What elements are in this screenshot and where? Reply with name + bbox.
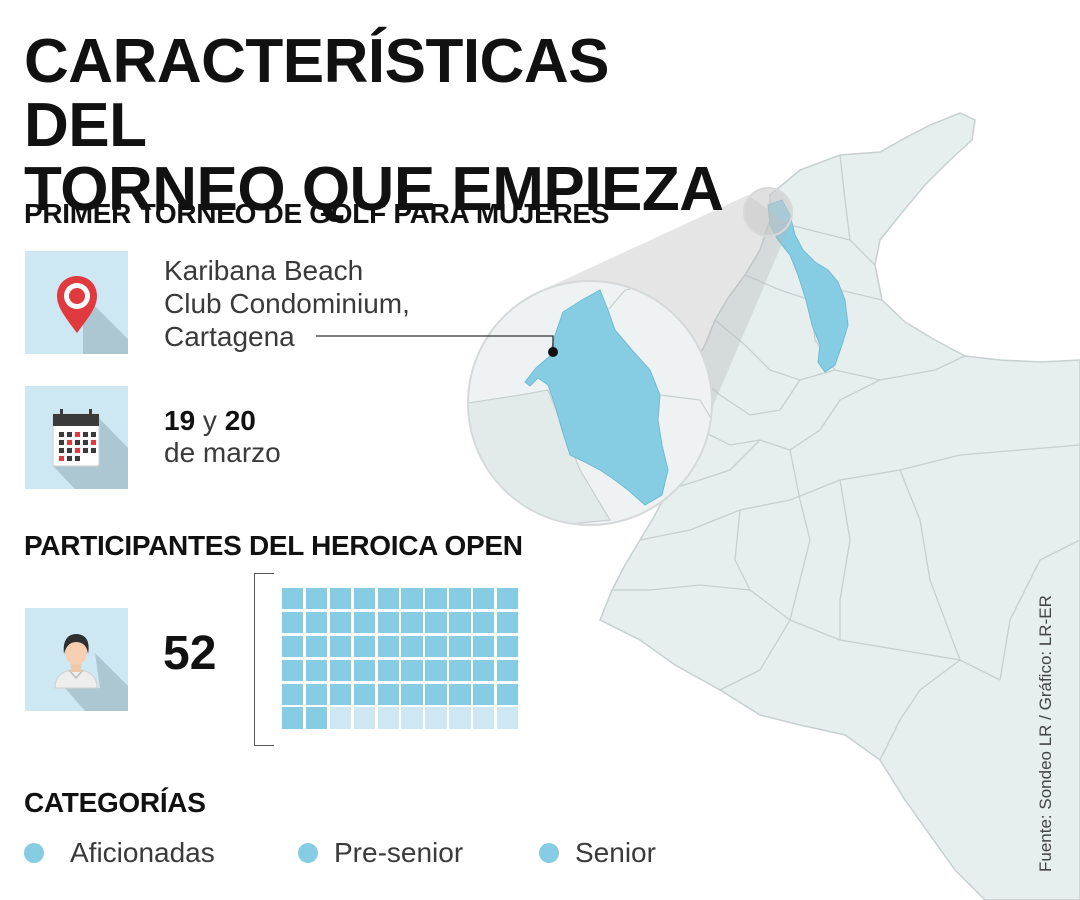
participant-cell-filled	[305, 683, 328, 705]
participant-cell-filled	[305, 588, 328, 610]
participant-cell-filled	[305, 659, 328, 681]
participant-cell-filled	[329, 635, 352, 658]
participant-cell-filled	[329, 683, 352, 705]
location-line-2: Club Condominium,	[164, 288, 410, 319]
location-text: Karibana Beach Club Condominium, Cartage…	[164, 254, 484, 353]
participant-cell-empty	[497, 707, 519, 729]
category-pre-senior: Pre-senior	[298, 836, 463, 870]
category-senior: Senior	[539, 836, 656, 870]
location-line-1: Karibana Beach	[164, 255, 364, 286]
title-line-1: CARACTERÍSTICAS DEL	[24, 27, 609, 160]
date-text: 19 y 20 de marzo	[164, 405, 281, 469]
focus-circle	[743, 187, 793, 237]
location-pin-icon	[57, 276, 97, 333]
participant-cell-filled	[425, 659, 447, 681]
participant-cell-filled	[449, 588, 471, 610]
participant-cell-filled	[497, 635, 519, 658]
participant-cell-filled	[329, 588, 352, 610]
participant-cell-empty	[401, 707, 423, 729]
participant-cell-filled	[473, 588, 495, 610]
participant-cell-filled	[401, 635, 423, 658]
section-title-participants: PARTICIPANTES DEL HEROICA OPEN	[24, 530, 523, 561]
participant-cell-filled	[282, 611, 304, 634]
participant-cell-filled	[449, 683, 471, 705]
participant-cell-filled	[305, 611, 328, 634]
person-icon	[54, 634, 98, 689]
participant-cell-filled	[353, 611, 375, 634]
participant-cell-filled	[377, 659, 399, 681]
category-dot	[24, 843, 44, 863]
source-credit: Fuente: Sondeo LR / Gráfico: LR-ER	[1036, 595, 1055, 872]
participant-cell-filled	[473, 611, 495, 634]
participant-cell-filled	[425, 611, 447, 634]
participant-cell-filled	[497, 588, 519, 610]
participant-grid	[282, 588, 523, 731]
participant-cell-filled	[329, 659, 352, 681]
grid-bracket	[254, 573, 274, 746]
participant-cell-filled	[473, 659, 495, 681]
participant-cell-empty	[353, 707, 375, 729]
participant-cell-filled	[473, 635, 495, 658]
participant-cell-filled	[353, 588, 375, 610]
participant-cell-filled	[401, 659, 423, 681]
participant-cell-filled	[497, 659, 519, 681]
participant-cell-filled	[282, 588, 304, 610]
participant-cell-filled	[377, 683, 399, 705]
participant-cell-filled	[282, 635, 304, 658]
date-days: 19 y 20	[164, 405, 281, 437]
date-day-1: 19	[164, 405, 196, 436]
page-title: CARACTERÍSTICAS DEL TORNEO QUE EMPIEZA	[24, 30, 744, 222]
category-dot	[298, 843, 318, 863]
participant-cell-filled	[377, 635, 399, 658]
participant-cell-filled	[401, 611, 423, 634]
participant-cell-filled	[401, 588, 423, 610]
participant-cell-filled	[401, 683, 423, 705]
date-connector: y	[195, 405, 225, 436]
person-icon-box	[25, 608, 128, 711]
calendar-icon-box	[25, 386, 128, 489]
participant-cell-filled	[353, 683, 375, 705]
participant-cell-empty	[377, 707, 399, 729]
location-line-3: Cartagena	[164, 321, 295, 352]
participant-cell-filled	[329, 611, 352, 634]
participant-cell-filled	[282, 659, 304, 681]
section-title-categories: CATEGORÍAS	[24, 787, 206, 818]
participant-cell-filled	[425, 588, 447, 610]
participant-cell-empty	[425, 707, 447, 729]
participant-cell-empty	[329, 707, 352, 729]
category-label: Senior	[575, 837, 656, 868]
participant-cell-filled	[449, 611, 471, 634]
participant-cell-filled	[377, 588, 399, 610]
category-label: Pre-senior	[334, 837, 464, 868]
participant-cell-filled	[473, 683, 495, 705]
highlighted-department	[767, 199, 849, 373]
participant-cell-filled	[353, 659, 375, 681]
section-title-tournament: PRIMER TORNEO DE GOLF PARA MUJERES	[24, 198, 610, 229]
category-label: Aficionadas	[70, 837, 215, 868]
calendar-icon	[52, 409, 100, 467]
participant-cell-filled	[305, 635, 328, 658]
participant-cell-filled	[353, 635, 375, 658]
date-month: de marzo	[164, 437, 281, 468]
participant-count: 52	[163, 627, 217, 680]
participant-cell-filled	[282, 707, 304, 729]
location-icon-box	[25, 251, 128, 354]
participant-cell-filled	[282, 683, 304, 705]
participant-cell-filled	[497, 611, 519, 634]
participant-cell-filled	[305, 707, 328, 729]
participant-cell-filled	[449, 659, 471, 681]
participant-cell-filled	[425, 635, 447, 658]
title-line-2: TORNEO QUE EMPIEZA	[24, 155, 724, 224]
participant-cell-filled	[497, 683, 519, 705]
category-aficionadas: Aficionadas	[24, 836, 215, 870]
participant-cell-filled	[449, 635, 471, 658]
participant-cell-empty	[449, 707, 471, 729]
date-day-2: 20	[224, 405, 256, 436]
participant-cell-filled	[425, 683, 447, 705]
participant-cell-empty	[473, 707, 495, 729]
category-dot	[539, 843, 559, 863]
participant-cell-filled	[377, 611, 399, 634]
